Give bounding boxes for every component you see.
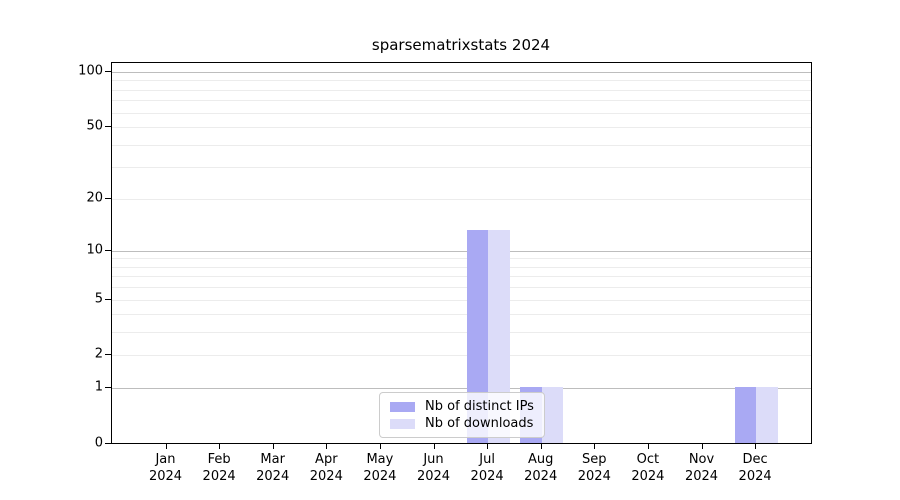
x-tick-mark: [540, 444, 542, 449]
x-tick-mark: [433, 444, 435, 449]
x-tick-year: 2024: [684, 469, 719, 484]
gridline-minor: [112, 100, 811, 102]
gridline-minor: [112, 167, 811, 169]
y-tick-label: 100: [78, 63, 103, 79]
x-tick-year: 2024: [363, 469, 397, 484]
gridline-minor: [112, 89, 811, 91]
bar-distinct-ips: [466, 230, 489, 443]
x-tick-year: 2024: [738, 469, 772, 484]
x-tick-label: May 2024: [348, 451, 412, 485]
bar-downloads: [488, 230, 510, 443]
x-tick-label: Mar 2024: [241, 451, 305, 485]
y-tick-label: 10: [86, 242, 103, 258]
y-tick-mark: [105, 197, 111, 199]
x-tick-label: Sep 2024: [562, 451, 626, 485]
gridline-minor: [112, 332, 811, 334]
x-tick-label: Jan 2024: [134, 451, 198, 485]
x-tick-year: 2024: [577, 469, 611, 484]
gridline-minor: [112, 276, 811, 278]
x-tick-year: 2024: [202, 469, 236, 484]
y-tick-label: 0: [94, 435, 103, 451]
legend-label: Nb of distinct IPs: [425, 399, 534, 414]
y-tick-mark: [105, 298, 111, 300]
x-tick-month: Mar: [260, 452, 285, 467]
y-tick-label: 5: [94, 291, 103, 307]
y-tick-label: 1: [94, 379, 103, 395]
gridline-major: [112, 388, 811, 390]
x-tick-mark: [379, 444, 381, 449]
y-tick-mark: [105, 443, 111, 444]
x-tick-label: Jun 2024: [402, 451, 466, 485]
x-tick-year: 2024: [416, 469, 451, 484]
y-tick-mark: [105, 249, 111, 251]
gridline-minor: [112, 355, 811, 357]
x-tick-month: Jul: [479, 452, 495, 467]
x-tick-month: Dec: [742, 452, 768, 467]
legend: Nb of distinct IPs Nb of downloads: [379, 392, 545, 438]
y-tick-mark: [105, 354, 111, 356]
x-tick-label: Oct 2024: [616, 451, 680, 485]
bar-distinct-ips: [734, 387, 757, 443]
x-tick-month: Jan: [155, 452, 176, 467]
x-tick-month: Feb: [207, 452, 231, 467]
x-tick-mark: [165, 444, 167, 449]
gridline-minor: [112, 299, 811, 301]
chart-title: sparsematrixstats 2024: [371, 36, 551, 54]
gridline-minor: [112, 80, 811, 82]
x-tick-mark: [647, 444, 649, 449]
legend-row: Nb of downloads: [390, 415, 534, 432]
x-tick-label: Jul 2024: [455, 451, 519, 485]
x-tick-year: 2024: [309, 469, 343, 484]
gridline-minor: [112, 127, 811, 129]
y-tick-mark: [105, 126, 111, 128]
x-tick-label: Aug 2024: [509, 451, 573, 485]
gridline-minor: [112, 112, 811, 114]
x-tick-mark: [219, 444, 221, 449]
x-tick-month: Jun: [423, 452, 444, 467]
bar-downloads: [541, 387, 564, 443]
x-tick-mark: [594, 444, 596, 449]
y-tick-mark: [105, 387, 111, 389]
x-tick-year: 2024: [631, 469, 665, 484]
x-tick-month: Sep: [582, 452, 607, 467]
gridline-minor: [112, 266, 811, 268]
legend-row: Nb of distinct IPs: [390, 398, 534, 415]
x-tick-mark: [326, 444, 328, 449]
legend-label: Nb of downloads: [425, 416, 534, 431]
x-tick-mark: [272, 444, 274, 449]
legend-swatch-downloads: [390, 418, 415, 429]
x-tick-mark: [701, 444, 703, 449]
gridline-minor: [112, 287, 811, 289]
x-tick-year: 2024: [470, 469, 504, 484]
gridline-minor: [112, 144, 811, 146]
plot-area: Nb of distinct IPs Nb of downloads: [111, 62, 812, 444]
x-tick-year: 2024: [148, 469, 183, 484]
x-tick-month: Nov: [688, 452, 715, 467]
x-tick-label: Apr 2024: [294, 451, 358, 485]
y-tick-label: 2: [94, 346, 103, 362]
y-tick-label: 50: [86, 118, 103, 134]
bar-downloads: [756, 387, 778, 443]
gridline-minor: [112, 314, 811, 316]
x-tick-mark: [487, 444, 489, 449]
y-tick-mark: [105, 71, 111, 72]
gridline-minor: [112, 198, 811, 200]
x-tick-year: 2024: [256, 469, 290, 484]
gridline-minor: [112, 258, 811, 260]
gridline-major: [112, 250, 811, 252]
y-tick-label: 20: [86, 190, 103, 206]
x-tick-month: May: [366, 452, 394, 467]
gridline-major: [112, 72, 811, 73]
x-tick-month: Apr: [315, 452, 338, 467]
x-tick-month: Oct: [636, 452, 660, 467]
x-tick-year: 2024: [524, 469, 558, 484]
x-tick-label: Feb 2024: [187, 451, 251, 485]
x-tick-mark: [755, 444, 757, 449]
x-tick-label: Nov 2024: [670, 451, 734, 485]
legend-swatch-distinct-ips: [390, 401, 415, 412]
x-tick-label: Dec 2024: [723, 451, 787, 485]
x-tick-month: Aug: [527, 452, 554, 467]
